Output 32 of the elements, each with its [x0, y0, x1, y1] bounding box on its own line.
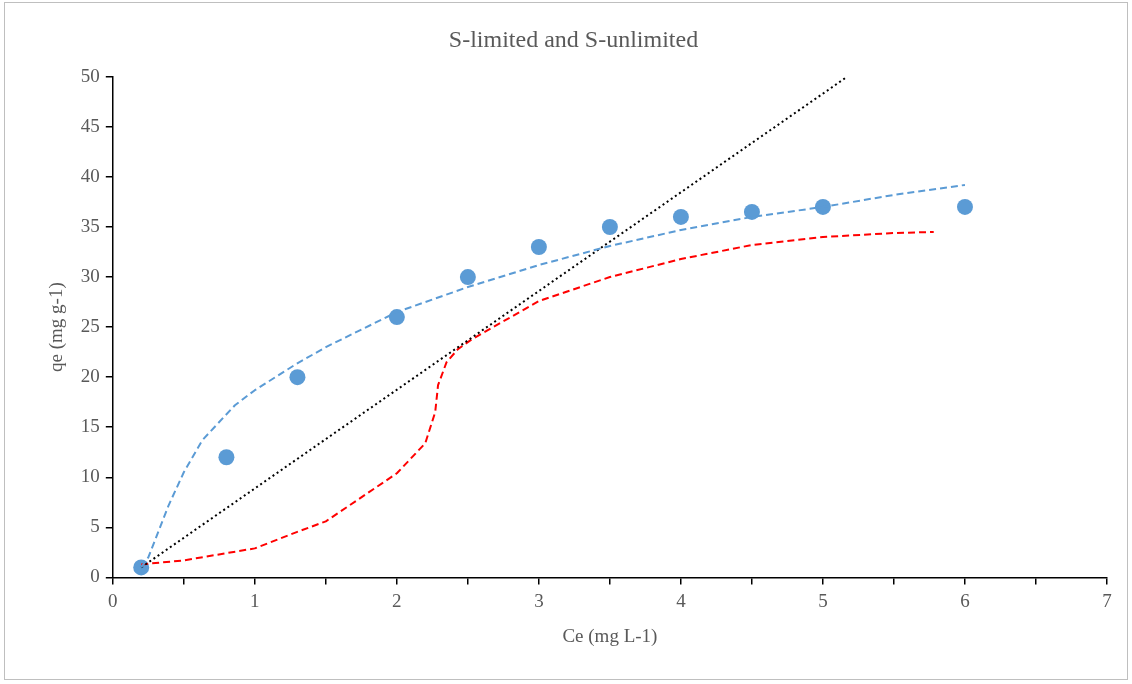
point: [743, 203, 760, 220]
y-tick-label: 25: [80, 315, 100, 337]
x-tick-label: 2: [392, 589, 402, 611]
y-tick-label: 20: [80, 365, 100, 387]
point: [459, 269, 476, 286]
x-tick-label: 3: [534, 589, 544, 611]
point: [289, 369, 306, 386]
y-tick-label: 15: [80, 415, 100, 437]
point: [530, 239, 547, 255]
y-tick-label: 50: [80, 64, 100, 86]
x-tick-label: 1: [250, 589, 260, 611]
x-tick-label: 7: [1102, 589, 1112, 611]
y-tick-label: 40: [80, 164, 100, 186]
y-tick-label: 10: [80, 465, 100, 487]
x-tick-label: 5: [818, 589, 828, 611]
y-tick-label: 30: [80, 265, 100, 287]
y-axis-title: qe (mg g-1): [45, 282, 68, 372]
x-tick-label: 4: [676, 589, 687, 611]
x-tick-label: 0: [108, 589, 118, 611]
point: [601, 218, 618, 235]
point: [388, 309, 405, 326]
y-tick-label: 5: [90, 515, 100, 537]
y-tick-label: 35: [80, 214, 100, 236]
x-tick-label: 6: [960, 589, 970, 611]
x-axis-title: Ce (mg L-1): [562, 624, 658, 647]
point: [956, 198, 973, 215]
point: [672, 208, 689, 225]
y-tick-label: 0: [90, 565, 100, 587]
y-tick-label: 45: [80, 114, 100, 136]
point: [218, 449, 235, 466]
point: [814, 198, 831, 215]
chart-title: S-limited and S-unlimited: [448, 25, 699, 52]
